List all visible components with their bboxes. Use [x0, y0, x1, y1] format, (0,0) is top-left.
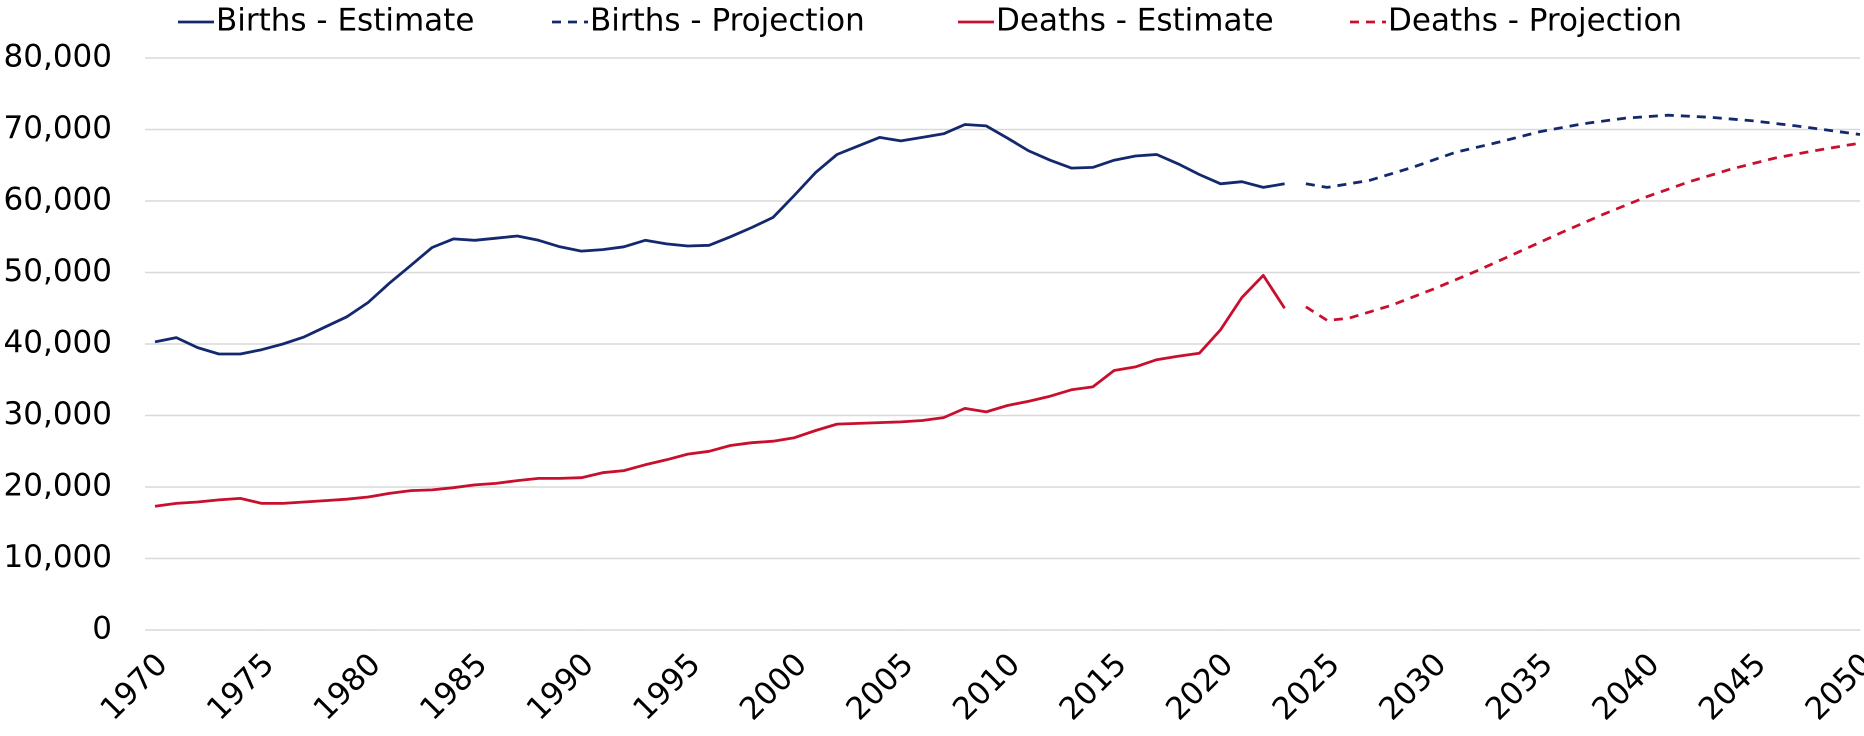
y-tick-label: 70,000 — [4, 110, 112, 146]
x-tick-label: 2050 — [1798, 646, 1864, 727]
y-tick-label: 40,000 — [4, 325, 112, 361]
y-tick-label: 20,000 — [4, 468, 112, 504]
x-tick-label: 2040 — [1585, 646, 1666, 727]
x-tick-label: 1980 — [307, 646, 388, 727]
x-tick-label: 1975 — [200, 646, 281, 727]
y-tick-label: 50,000 — [4, 253, 112, 289]
x-tick-label: 2025 — [1266, 646, 1347, 727]
legend-label: Births - Estimate — [216, 3, 474, 39]
y-tick-label: 60,000 — [4, 182, 112, 218]
x-tick-label: 1995 — [626, 646, 707, 727]
x-tick-label: 2015 — [1052, 646, 1133, 727]
legend-label: Deaths - Projection — [1388, 3, 1682, 39]
y-tick-label: 0 — [92, 611, 112, 647]
series-line — [1305, 141, 1861, 322]
series-line — [154, 123, 1285, 356]
x-tick-label: 2010 — [946, 646, 1027, 727]
x-tick-label: 2045 — [1692, 646, 1773, 727]
x-tick-label: 1970 — [93, 646, 174, 727]
x-tick-label: 2030 — [1372, 646, 1453, 727]
y-tick-label: 30,000 — [4, 396, 112, 432]
x-tick-label: 1985 — [413, 646, 494, 727]
x-tick-label: 2000 — [733, 646, 814, 727]
x-tick-label: 1990 — [520, 646, 601, 727]
x-tick-label: 2020 — [1159, 646, 1240, 727]
series-line — [1305, 113, 1861, 189]
legend-label: Births - Projection — [590, 3, 865, 39]
y-tick-label: 10,000 — [4, 539, 112, 575]
x-tick-label: 2035 — [1479, 646, 1560, 727]
series-line — [154, 274, 1286, 508]
x-tick-label: 2005 — [839, 646, 920, 727]
legend-label: Deaths - Estimate — [996, 3, 1274, 39]
y-tick-label: 80,000 — [4, 39, 112, 75]
